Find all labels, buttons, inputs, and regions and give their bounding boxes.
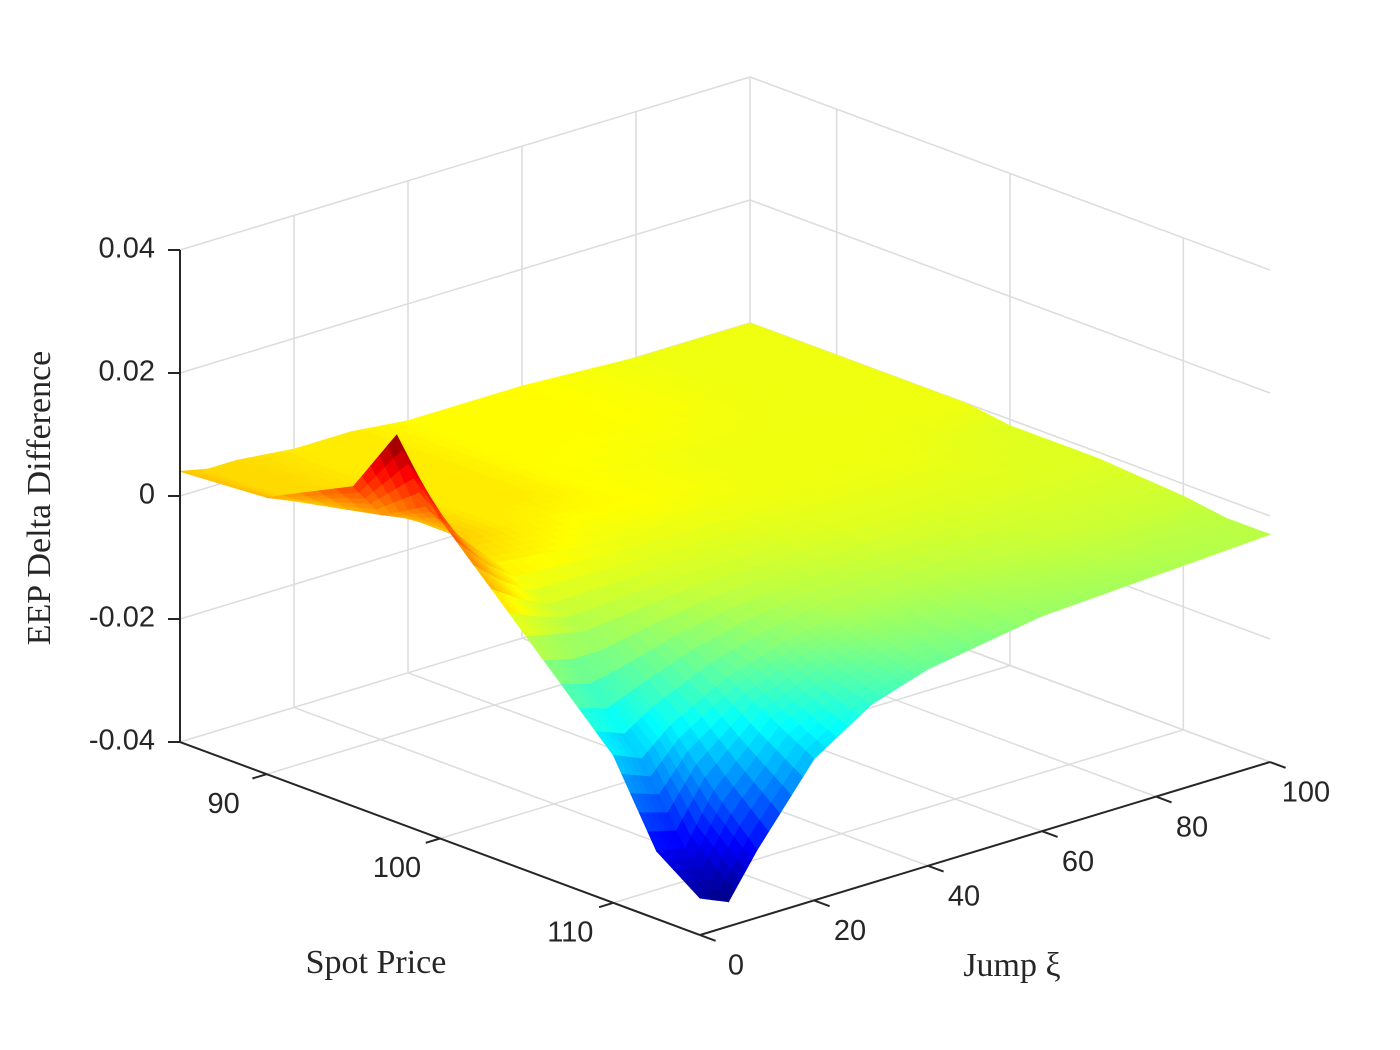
y-axis [699,761,1271,936]
tick-mark [598,901,614,909]
y-tick-label: 0 [728,950,744,982]
tick-mark [252,773,267,780]
tick-mark [1155,795,1172,804]
z-tick-label: 0 [139,479,155,511]
axes: -0.04 -0.02 0 0.02 0.04 90 100 110 0 20 40 60 80 100 [89,233,1330,982]
z-axis-label: EEP Delta Difference [21,351,58,646]
y-tick-label: 20 [834,915,866,947]
tick-mark [927,864,944,873]
y-tick-label: 80 [1176,811,1208,843]
tick-mark [425,837,441,844]
surface [179,322,1272,903]
y-tick-label: 60 [1062,846,1094,878]
z-tick-label: -0.04 [89,725,155,757]
tick-mark [813,899,830,908]
grid-line [749,199,1271,394]
tick-mark [1269,761,1286,769]
x-axis-label: Spot Price [306,944,447,981]
y-tick-label: 100 [1282,777,1330,809]
tick-mark [699,934,716,942]
y-axis-label: Jump ξ [963,947,1060,984]
grid-line [179,199,751,374]
z-tick-label: 0.04 [99,233,155,265]
z-tick-label: -0.02 [89,602,155,634]
z-tick-label: 0.02 [99,356,155,388]
y-tick-label: 40 [948,880,980,912]
grid-line [179,76,751,251]
grid-line [749,76,1271,271]
tick-mark [1041,830,1058,838]
x-tick-label: 110 [547,916,593,948]
x-tick-label: 90 [208,788,240,820]
surface-patch [690,888,707,900]
x-tick-label: 100 [373,852,421,884]
